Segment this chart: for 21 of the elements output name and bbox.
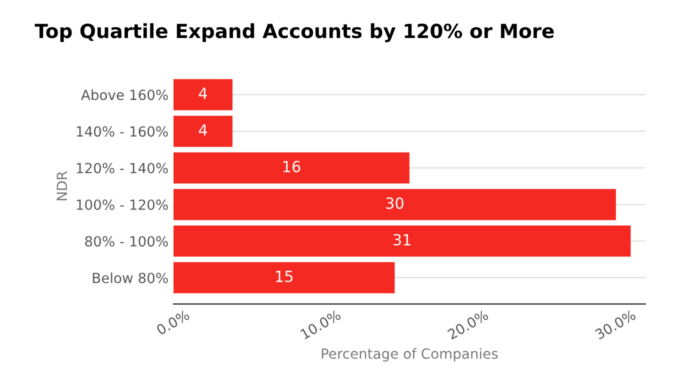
bar xyxy=(174,79,232,110)
bar xyxy=(174,152,410,184)
chart-title: Top Quartile Expand Accounts by 120% or More xyxy=(34,23,554,42)
y-tick-label: 120% - 140% xyxy=(76,162,168,174)
y-tick-label: 80% - 100% xyxy=(85,236,168,247)
bar xyxy=(174,262,395,294)
data-label: 4 xyxy=(198,124,207,136)
data-label: 4 xyxy=(198,88,207,99)
data-label: 31 xyxy=(394,234,410,246)
y-tick-label: Below 80% xyxy=(92,272,168,284)
x-axis-title: Percentage of Companies xyxy=(322,348,498,362)
bar xyxy=(174,226,631,257)
y-tick-label: Above 160% xyxy=(81,89,168,100)
data-label: 15 xyxy=(276,270,292,282)
bar xyxy=(174,116,232,147)
y-tick-label: 140% - 160% xyxy=(76,126,168,137)
data-label: 30 xyxy=(386,197,404,209)
y-tick-label: 100% - 120% xyxy=(76,199,168,210)
data-label: 16 xyxy=(283,160,300,172)
y-axis-title: NDR xyxy=(56,171,67,200)
bar xyxy=(174,188,616,220)
